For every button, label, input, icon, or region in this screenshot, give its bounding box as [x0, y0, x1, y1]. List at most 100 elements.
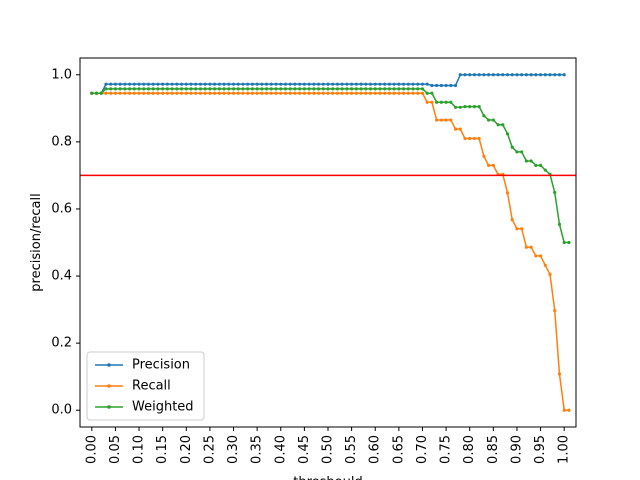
precision-point	[142, 82, 146, 86]
precision-point	[359, 82, 363, 86]
precision-point	[543, 73, 547, 77]
precision-point	[331, 82, 335, 86]
precision-point	[231, 82, 236, 86]
legend-marker-weighted	[107, 405, 111, 409]
recall-point	[387, 91, 392, 95]
recall-point	[515, 227, 519, 231]
weighted-point	[132, 87, 136, 91]
recall-point	[227, 91, 231, 95]
weighted-point	[420, 87, 425, 91]
precision-point	[161, 82, 165, 86]
recall-point	[392, 91, 396, 95]
recall-point	[123, 91, 127, 95]
legend-marker-recall	[107, 384, 111, 388]
recall-point	[137, 91, 141, 95]
x-tick-label: 0.15	[155, 435, 170, 464]
precision-point	[198, 82, 203, 86]
weighted-point	[283, 87, 288, 91]
recall-point	[288, 91, 292, 95]
recall-point	[128, 91, 132, 95]
recall-point	[420, 91, 425, 95]
recall-point	[156, 91, 160, 95]
weighted-point	[444, 100, 448, 104]
x-tick-label: 0.35	[250, 435, 265, 464]
weighted-point	[354, 87, 358, 91]
x-tick-label: 0.20	[179, 435, 194, 464]
recall-point	[161, 91, 165, 95]
recall-point	[477, 136, 481, 141]
recall-point	[411, 91, 415, 95]
recall-point	[213, 91, 217, 95]
weighted-point	[373, 87, 377, 91]
x-tick-label: 0.70	[415, 435, 430, 464]
recall-point	[231, 91, 236, 95]
precision-point	[397, 82, 401, 86]
precision-point	[468, 73, 472, 77]
weighted-point	[255, 87, 259, 91]
y-axis-label: precision/recall	[29, 193, 44, 291]
recall-point	[383, 91, 387, 95]
weighted-point	[128, 87, 132, 91]
precision-point	[491, 73, 495, 77]
recall-point	[359, 91, 363, 95]
recall-point	[350, 91, 354, 95]
weighted-point	[142, 87, 146, 91]
precision-point	[203, 82, 207, 86]
precision-point	[118, 82, 122, 86]
recall-point	[146, 91, 151, 95]
recall-point	[203, 91, 207, 95]
precision-point	[227, 82, 231, 86]
weighted-point	[99, 91, 103, 95]
weighted-point	[401, 87, 406, 91]
weighted-point	[425, 91, 429, 95]
weighted-point	[260, 87, 264, 91]
weighted-point	[279, 87, 283, 91]
precision-point	[345, 82, 349, 86]
recall-point	[104, 91, 108, 95]
precision-point	[472, 73, 477, 77]
y-axis: 0.0 0.2 0.4 0.6 0.8 1.0	[51, 67, 80, 418]
weighted-point	[179, 87, 184, 91]
precision-point	[184, 82, 188, 86]
weighted-point	[198, 87, 203, 91]
x-tick-label: 0.90	[509, 435, 524, 464]
recall-point	[175, 91, 179, 95]
precision-point	[501, 73, 505, 77]
recall-point	[260, 91, 264, 95]
x-tick-label: 0.85	[486, 435, 501, 464]
x-tick-label: 0.50	[321, 435, 336, 464]
weighted-point	[246, 87, 250, 91]
recall-point	[553, 309, 557, 313]
weighted-point	[203, 87, 207, 91]
precision-point	[179, 82, 184, 86]
weighted-point	[231, 87, 236, 91]
precision-point	[312, 82, 316, 86]
x-tick-label: 0.25	[202, 435, 217, 464]
weighted-point	[515, 150, 519, 154]
weighted-point	[472, 105, 477, 109]
recall-point	[543, 263, 547, 267]
recall-point	[331, 91, 335, 95]
weighted-point	[383, 87, 387, 91]
recall-point	[165, 91, 169, 95]
x-tick-label: 0.05	[108, 435, 123, 464]
weighted-point	[468, 105, 472, 109]
weighted-point	[321, 87, 325, 91]
precision-point	[326, 82, 330, 86]
weighted-point	[312, 87, 316, 91]
weighted-point	[113, 87, 118, 91]
recall-point	[529, 245, 533, 249]
precision-point	[463, 73, 467, 77]
x-tick-label: 0.95	[533, 435, 548, 464]
recall-point	[312, 91, 316, 95]
precision-point	[562, 73, 566, 77]
weighted-point	[567, 240, 571, 245]
precision-point	[435, 83, 439, 88]
recall-point	[345, 91, 349, 95]
precision-point	[246, 82, 250, 86]
weighted-point	[553, 190, 557, 195]
recall-point	[113, 91, 118, 95]
x-tick-label: 0.55	[344, 435, 359, 464]
y-tick-label: 1.0	[51, 67, 72, 82]
weighted-point	[293, 87, 297, 91]
